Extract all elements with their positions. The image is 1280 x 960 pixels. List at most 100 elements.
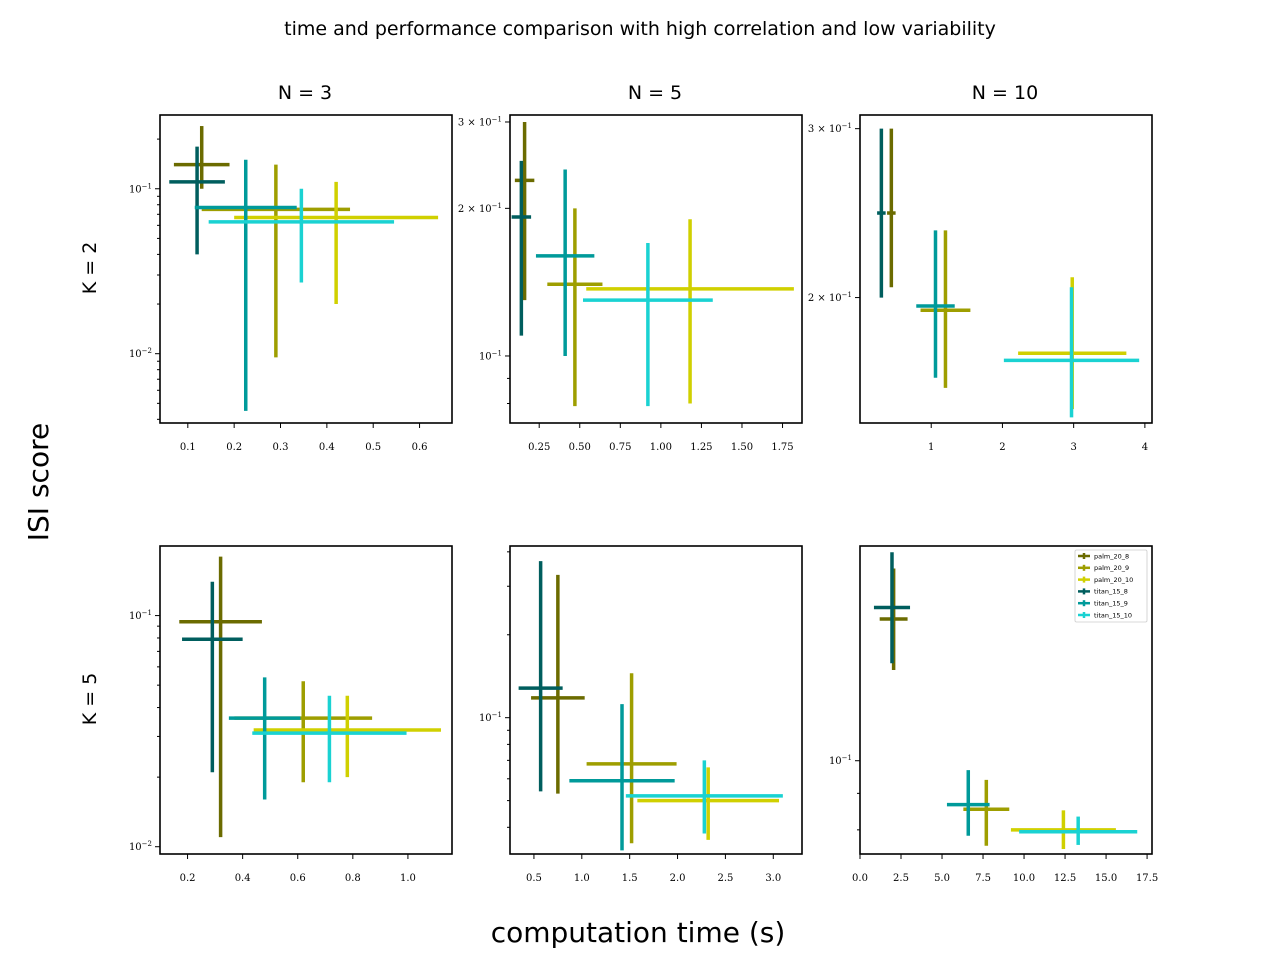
- x-tick-label: 0.1: [180, 442, 196, 453]
- errorbar-palm-20-8: [887, 128, 896, 288]
- errorbar-titan-15-9: [228, 677, 301, 800]
- errorbar-titan-15-8: [877, 128, 886, 298]
- x-tick-label: 0.3: [273, 442, 289, 453]
- x-tick-label: 3: [1070, 442, 1076, 453]
- errorbar-titan-15-8: [511, 160, 532, 336]
- legend-label-titan-15-10: titan_15_10: [1094, 611, 1132, 619]
- errorbar-titan-15-10: [1019, 816, 1138, 845]
- x-tick-label: 1.25: [690, 442, 712, 453]
- errorbar-palm-20-10: [637, 767, 780, 840]
- errorbar-titan-15-8: [182, 581, 243, 773]
- x-tick-label: 0.2: [226, 442, 242, 453]
- errorbar-palm-20-9: [920, 230, 971, 388]
- errorbar-titan-15-10: [252, 695, 407, 783]
- errorbar-titan-15-9: [535, 169, 595, 356]
- x-tick-label: 0.75: [609, 442, 631, 453]
- x-tick-label: 0.25: [528, 442, 550, 453]
- errorbar-titan-15-10: [208, 188, 395, 283]
- row-label-k2: K = 2: [79, 242, 101, 295]
- legend-label-titan-15-8: titan_15_8: [1094, 588, 1128, 596]
- x-tick-label: 1: [928, 442, 934, 453]
- x-tick-label: 1.0: [400, 873, 416, 884]
- column-title-n5: N = 5: [628, 82, 682, 104]
- errorbar-titan-15-10: [1003, 287, 1140, 418]
- axes-frame: [509, 114, 803, 424]
- row-label-k5: K = 5: [79, 673, 101, 726]
- y-tick-label: 10−1: [129, 609, 152, 622]
- x-tick-label: 5.0: [934, 873, 950, 884]
- column-title-n3: N = 3: [278, 82, 332, 104]
- x-tick-label: 3.0: [765, 873, 781, 884]
- x-tick-label: 1.5: [622, 873, 638, 884]
- x-tick-label: 0.2: [180, 873, 196, 884]
- subplot-5: 10−1 0.5 1.0 1.5 2.0 2.5 3.0: [479, 545, 803, 884]
- x-tick-label: 1.50: [731, 442, 753, 453]
- x-tick-label: 10.0: [1013, 873, 1035, 884]
- errorbar-palm-20-9: [547, 208, 603, 407]
- y-tick-label: 10−2: [129, 840, 152, 853]
- legend-label-titan-15-9: titan_15_9: [1094, 600, 1128, 608]
- y-tick-label: 3 × 10−1: [808, 122, 852, 135]
- errorbar-palm-20-9: [586, 673, 677, 844]
- errorbar-titan-15-9: [569, 704, 675, 851]
- x-tick-label: 0.4: [319, 442, 335, 453]
- errorbar-titan-15-9: [916, 230, 955, 378]
- x-axis-label: computation time (s): [491, 916, 786, 949]
- legend-label-palm-20-10: palm_20_10: [1094, 576, 1133, 584]
- legend: palm_20_8 palm_20_9 palm_20_10 titan_15_8ti…: [1074, 549, 1148, 623]
- x-tick-label: 2: [999, 442, 1005, 453]
- x-tick-label: 7.5: [975, 873, 991, 884]
- legend-box: [1074, 549, 1148, 623]
- y-tick-label: 10−2: [129, 347, 152, 360]
- x-tick-label: 15.0: [1095, 873, 1117, 884]
- x-tick-label: 0.6: [412, 442, 428, 453]
- x-tick-label: 1.0: [574, 873, 590, 884]
- x-tick-label: 1.75: [771, 442, 793, 453]
- errorbar-titan-15-8: [518, 561, 563, 792]
- subplot-4: 10−1 10−2 0.2 0.4 0.6 0.8 1.0: [129, 545, 453, 884]
- x-tick-label: 2.5: [717, 873, 733, 884]
- subplot-grid: 10−1 10−2 0.1 0.2 0.3 0.4 0.5 0.6 3 × 10−1 2 × 10…: [129, 114, 1158, 884]
- subplot-3: 3 × 10−1 2 × 10−1 1 2 3 4: [808, 114, 1153, 453]
- x-tick-label: 1.00: [650, 442, 672, 453]
- x-tick-label: 0.4: [235, 873, 251, 884]
- subplot-2: 3 × 10−1 2 × 10−1 10−1 0.25 0.50 0.75 1.00 1.25…: [458, 114, 803, 453]
- y-tick-label: 2 × 10−1: [458, 202, 502, 215]
- x-tick-label: 0.5: [365, 442, 381, 453]
- axes-frame: [509, 545, 803, 855]
- errorbar-palm-20-8: [514, 121, 535, 301]
- errorbar-palm-20-9: [201, 164, 351, 358]
- x-tick-label: 0.0: [852, 873, 868, 884]
- errorbar-palm-20-10: [1010, 810, 1116, 850]
- errorbar-palm-20-10: [586, 219, 794, 404]
- legend-label-palm-20-8: palm_20_8: [1094, 552, 1129, 560]
- errorbar-palm-20-10: [253, 695, 441, 778]
- y-tick-label: 10−1: [129, 182, 152, 195]
- x-tick-label: 12.5: [1054, 873, 1076, 884]
- x-tick-label: 0.50: [569, 442, 591, 453]
- y-tick-label: 10−1: [479, 711, 502, 724]
- y-tick-label: 10−1: [479, 349, 502, 362]
- x-tick-label: 0.8: [345, 873, 361, 884]
- y-axis-label: ISI score: [22, 423, 55, 541]
- x-tick-label: 0.6: [290, 873, 306, 884]
- y-tick-label: 10−1: [829, 754, 852, 767]
- y-tick-label: 3 × 10−1: [458, 115, 502, 128]
- x-tick-label: 2.5: [893, 873, 909, 884]
- errorbar-titan-15-9: [194, 159, 297, 411]
- figure-title: time and performance comparison with hig…: [284, 18, 996, 40]
- x-tick-label: 17.5: [1136, 873, 1158, 884]
- errorbar-titan-15-9: [946, 770, 990, 836]
- errorbar-palm-20-9: [963, 779, 1010, 846]
- axes-frame: [859, 545, 1153, 855]
- subplot-1: 10−1 10−2 0.1 0.2 0.3 0.4 0.5 0.6: [129, 114, 453, 453]
- x-tick-label: 2.0: [670, 873, 686, 884]
- column-title-n10: N = 10: [972, 82, 1038, 104]
- errorbar-palm-20-10: [234, 181, 439, 305]
- axes-frame: [159, 545, 453, 855]
- axes-frame: [859, 114, 1153, 424]
- subplot-6: 10−1 0.0 2.5 5.0 7.5 10.0 12.5 15.0 17.5 palm_20_…: [829, 545, 1158, 884]
- x-tick-label: 0.5: [526, 873, 542, 884]
- errorbar-titan-15-8: [873, 552, 911, 664]
